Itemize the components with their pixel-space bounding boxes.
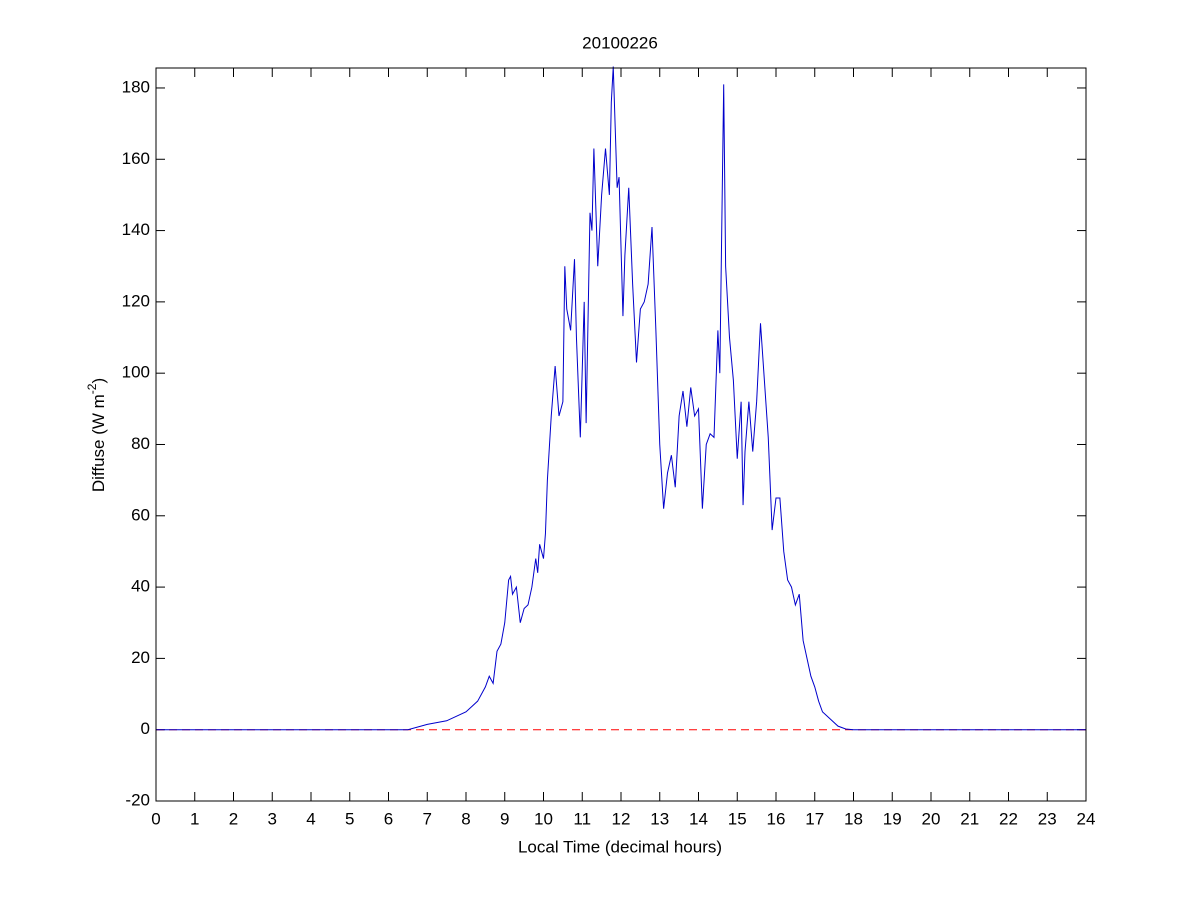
y-tick-label: -20 xyxy=(125,790,150,809)
x-tick-label: 4 xyxy=(306,809,315,828)
x-tick-label: 19 xyxy=(883,809,902,828)
y-tick-label: 160 xyxy=(122,149,150,168)
x-tick-label: 18 xyxy=(844,809,863,828)
x-tick-label: 2 xyxy=(229,809,238,828)
x-tick-label: 11 xyxy=(573,809,591,828)
y-tick-label: 120 xyxy=(122,291,150,310)
x-tick-label: 15 xyxy=(728,809,747,828)
x-tick-label: 12 xyxy=(612,809,631,828)
x-axis-label: Local Time (decimal hours) xyxy=(518,837,722,856)
y-tick-label: 20 xyxy=(131,648,150,667)
y-tick-label: 0 xyxy=(141,719,150,738)
y-tick-label: 100 xyxy=(122,363,150,382)
y-tick-label: 60 xyxy=(131,505,150,524)
x-tick-label: 1 xyxy=(190,809,199,828)
y-label-end: ) xyxy=(89,378,108,384)
x-tick-label: 22 xyxy=(999,809,1018,828)
chart-title: 20100226 xyxy=(582,33,658,52)
x-tick-label: 23 xyxy=(1038,809,1057,828)
axes-box xyxy=(155,67,1087,802)
y-label-text: Diffuse (W m xyxy=(89,394,108,492)
x-tick-label: 14 xyxy=(689,809,708,828)
x-tick-label: 6 xyxy=(384,809,393,828)
x-tick-label: 0 xyxy=(151,809,160,828)
x-tick-label: 3 xyxy=(268,809,277,828)
plot-area xyxy=(156,68,1086,801)
y-tick-label: 80 xyxy=(131,434,150,453)
x-tick-label: 9 xyxy=(500,809,509,828)
y-axis-label: Diffuse (W m-2) xyxy=(85,378,108,492)
y-tick-label: 140 xyxy=(122,220,150,239)
x-tick-label: 20 xyxy=(922,809,941,828)
x-tick-label: 7 xyxy=(423,809,432,828)
y-tick-label: 40 xyxy=(131,577,150,596)
x-tick-label: 13 xyxy=(650,809,669,828)
y-label-superscript: -2 xyxy=(85,383,99,394)
x-tick-label: 16 xyxy=(767,809,786,828)
data-line xyxy=(156,66,1086,731)
x-tick-label: 17 xyxy=(805,809,824,828)
x-tick-label: 5 xyxy=(345,809,354,828)
x-tick-label: 21 xyxy=(960,809,979,828)
x-tick-label: 10 xyxy=(534,809,553,828)
x-tick-label: 8 xyxy=(461,809,470,828)
y-tick-label: 180 xyxy=(122,77,150,96)
x-tick-label: 24 xyxy=(1077,809,1096,828)
